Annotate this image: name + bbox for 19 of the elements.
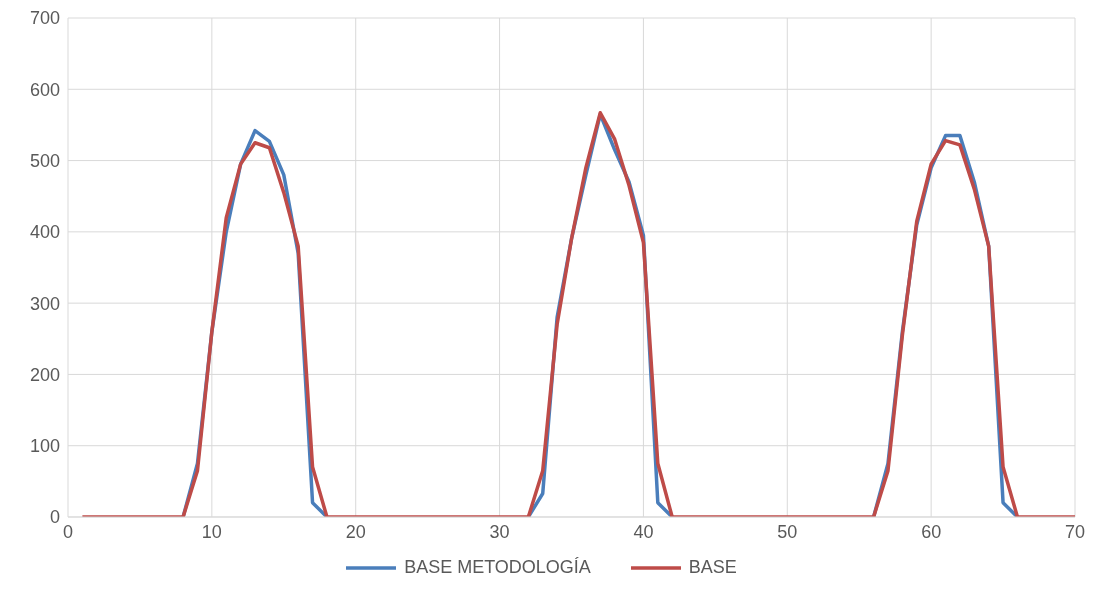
y-tick-label: 700 [29,8,60,29]
x-tick-label: 50 [777,521,798,542]
y-tick-label: 600 [29,79,60,100]
legend-label: BASE METODOLOGÍA [403,557,591,578]
y-tick-label: 300 [29,293,60,314]
x-tick-label: 20 [345,521,366,542]
y-tick-label: 0 [49,507,60,528]
y-tick-label: 100 [29,436,60,457]
legend-label: BASE [687,557,737,578]
x-tick-label: 30 [489,521,510,542]
x-tick-label: 0 [62,521,74,542]
y-tick-label: 200 [29,364,60,385]
x-tick-label: 40 [633,521,654,542]
x-tick-label: 70 [1064,521,1086,542]
line-series [80,111,1075,517]
x-tick-label: 10 [201,521,222,542]
y-tick-label: 400 [29,222,60,243]
y-tick-label: 500 [29,150,60,171]
x-tick-label: 60 [921,521,942,542]
